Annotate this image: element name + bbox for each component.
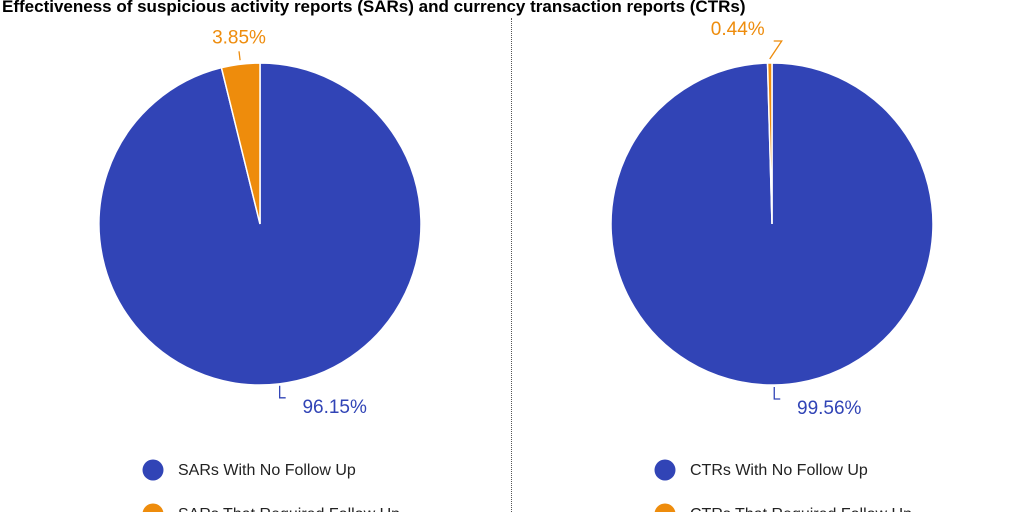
leader-line-sars-with-no-follow-up — [279, 385, 286, 399]
data-label-ctrs-with-no-follow-up: 99.56% — [797, 398, 862, 419]
leader-line-ctrs-that-required-follow-up — [769, 40, 783, 60]
data-label-ctrs-that-required-follow-up: 0.44% — [711, 19, 765, 40]
data-label-sars-that-required-follow-up: 3.85% — [212, 27, 266, 48]
sars-pie-chart: 96.15% 3.85% SARs With No Follow Up SARs Th… — [98, 27, 422, 512]
legend-label-ctrs-that-required-follow-up: CTRs That Required Follow Up — [690, 506, 912, 512]
data-label-sars-with-no-follow-up: 96.15% — [302, 397, 367, 418]
pie-slice-sars-that-required-follow-up — [220, 62, 261, 225]
leader-line-ctrs-with-no-follow-up — [773, 386, 781, 400]
leader-line-sars-that-required-follow-up — [238, 51, 241, 61]
ctrs-pie-chart: 99.56% 0.44% CTRs With No Follow Up CTRs Th… — [610, 19, 934, 512]
legend-marker-ctrs-that-required-follow-up — [654, 503, 676, 512]
legend-marker-sars-that-required-follow-up — [142, 503, 164, 512]
legend-marker-ctrs-with-no-follow-up — [654, 459, 676, 481]
legend-marker-sars-with-no-follow-up — [142, 459, 164, 481]
panel-divider — [511, 18, 512, 512]
chart-title: Effectiveness of suspicious activity rep… — [2, 0, 746, 16]
legend-label-sars-that-required-follow-up: SARs That Required Follow Up — [178, 506, 400, 512]
legend-label-sars-with-no-follow-up: SARs With No Follow Up — [178, 462, 356, 479]
pie-slice-ctrs-that-required-follow-up — [766, 62, 773, 225]
legend-label-ctrs-with-no-follow-up: CTRs With No Follow Up — [690, 462, 868, 479]
